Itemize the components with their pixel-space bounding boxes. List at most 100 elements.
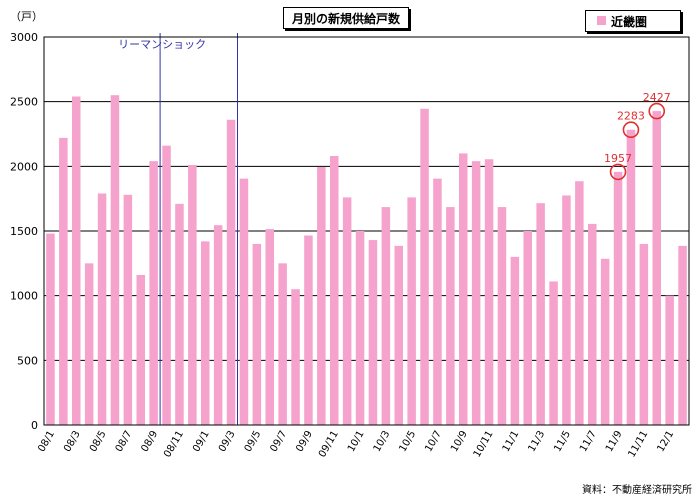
bars	[46, 95, 687, 426]
bar	[510, 256, 520, 425]
bar	[549, 281, 558, 425]
bar	[329, 155, 339, 425]
x-tick-label: 11/11	[627, 429, 651, 459]
x-tick-label: 09/3	[217, 429, 238, 454]
x-tick-label: 10/3	[372, 429, 393, 454]
bar	[226, 119, 236, 426]
bar	[446, 207, 455, 425]
highlight-circle	[609, 163, 627, 181]
bar	[136, 274, 146, 425]
bar	[304, 235, 313, 425]
x-tick-label: 08/7	[114, 429, 135, 454]
x-tick-label: 11/3	[526, 429, 547, 454]
y-tick-label: 500	[17, 354, 38, 367]
bar	[188, 165, 197, 426]
x-tick-label: 08/9	[139, 429, 160, 454]
x-tick-labels: 08/1 08/3 08/5 08/7 08/9 08/11 09/1 09/3 09/5 09/…	[36, 429, 676, 459]
y-tick-label: 0	[31, 419, 38, 432]
bar	[355, 231, 365, 425]
legend: 近畿圏	[585, 10, 681, 32]
x-tick-label: 09/11	[317, 429, 341, 459]
bar	[407, 197, 416, 425]
bar	[381, 207, 391, 425]
bar	[265, 229, 275, 425]
chart-title: 月別の新規供給戸数	[291, 12, 400, 26]
x-tick-label: 08/5	[88, 429, 109, 454]
y-tick-label: 2000	[10, 160, 38, 173]
bar	[587, 223, 597, 425]
event-label: リーマンショック	[118, 38, 206, 51]
bar	[484, 159, 494, 425]
bar	[110, 95, 120, 425]
highlight-circle	[622, 121, 640, 139]
bar	[84, 263, 94, 425]
x-tick-label: 12/1	[655, 429, 676, 454]
x-tick-label: 10/9	[449, 429, 470, 454]
plot-frame	[43, 36, 690, 426]
bar	[252, 243, 262, 425]
bar	[575, 181, 584, 425]
bar	[162, 145, 171, 425]
bar	[317, 166, 326, 426]
x-tick-label: 08/11	[162, 429, 186, 459]
y-tick-label: 1500	[10, 225, 38, 238]
bar	[342, 197, 352, 425]
bar	[291, 289, 300, 425]
bar	[523, 231, 533, 425]
data-label: 2427	[643, 91, 671, 104]
y-tick-label: 1000	[10, 290, 38, 303]
data-label: 1957	[604, 152, 632, 165]
bar	[71, 96, 81, 425]
x-tick-label: 10/5	[397, 429, 418, 454]
bar	[613, 171, 623, 425]
x-tick-label: 10/11	[472, 429, 496, 459]
data-label: 2283	[617, 110, 645, 123]
legend-swatch	[597, 16, 606, 25]
bar	[626, 129, 636, 425]
x-tick-label: 10/1	[346, 429, 367, 454]
bar	[600, 258, 610, 425]
x-tick-label: 08/1	[36, 429, 57, 454]
x-tick-label: 11/7	[578, 429, 599, 454]
x-tick-label: 08/3	[62, 429, 83, 454]
bar	[562, 195, 571, 425]
bar	[97, 193, 107, 425]
x-tick-label: 10/7	[423, 429, 444, 454]
bar	[678, 245, 687, 425]
x-tick-label: 11/1	[501, 429, 522, 454]
legend-label: 近畿圏	[611, 15, 648, 29]
y-tick-label: 3000	[10, 31, 38, 44]
x-tick-label: 09/9	[294, 429, 315, 454]
x-tick-label: 09/5	[243, 429, 264, 454]
bar	[497, 207, 507, 425]
bar	[420, 108, 429, 425]
x-tick-label: 09/7	[268, 429, 289, 454]
bar	[200, 241, 210, 425]
bar	[149, 161, 158, 425]
x-tick-label: 11/9	[604, 429, 625, 454]
x-tick-label: 09/1	[191, 429, 212, 454]
bar	[59, 137, 68, 425]
bar	[458, 153, 468, 425]
y-tick-labels: 0 500 1000 1500 2000 2500 3000	[10, 31, 38, 432]
bar	[433, 178, 442, 425]
y-tick-label: 2500	[10, 96, 38, 109]
x-tick-label: 11/5	[552, 429, 573, 454]
bar	[536, 203, 545, 425]
bar	[123, 194, 133, 425]
bar	[368, 240, 378, 425]
bar	[665, 295, 674, 425]
bar	[46, 233, 55, 425]
bar	[213, 225, 223, 425]
source-note: 資料：不動産経済研究所	[582, 485, 692, 496]
bar	[471, 161, 481, 425]
bar	[175, 203, 184, 425]
highlight-circle	[648, 102, 666, 120]
bar	[394, 245, 404, 425]
bar	[239, 178, 249, 425]
chart-title-box: 月別の新規供給戸数	[283, 7, 409, 29]
bar	[278, 263, 287, 425]
bar	[652, 111, 662, 425]
y-axis-unit: （戸）	[10, 10, 43, 23]
